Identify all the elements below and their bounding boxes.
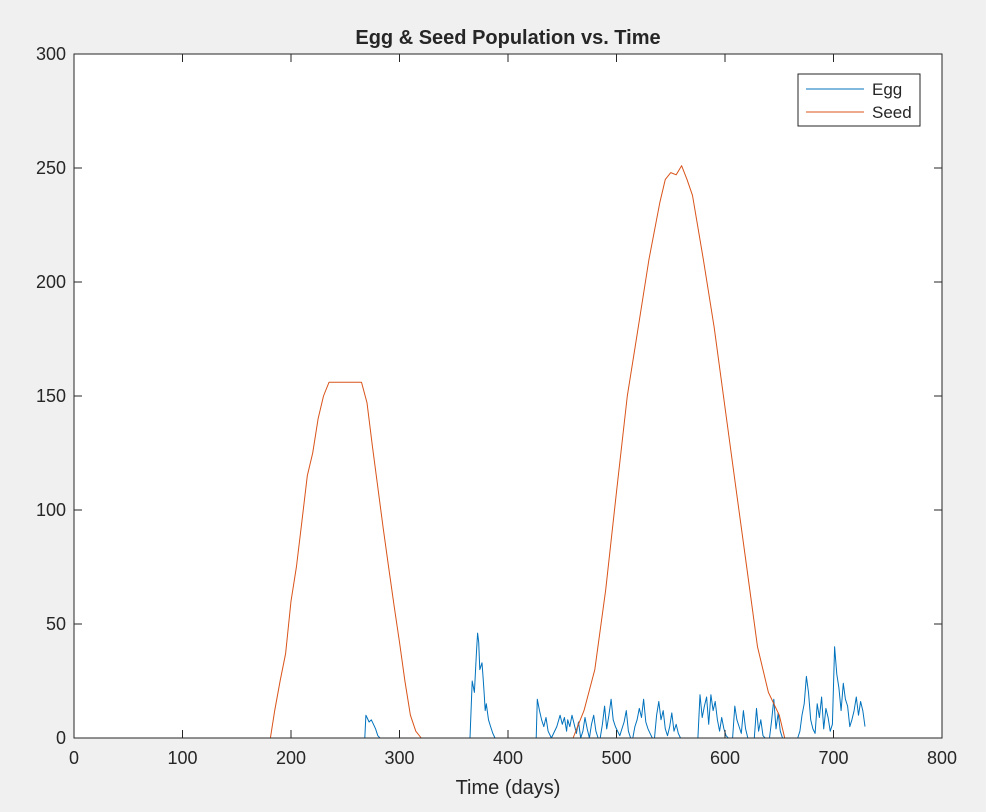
x-tick-label: 0	[69, 748, 79, 768]
legend-label-seed: Seed	[872, 103, 912, 122]
y-tick-label: 0	[56, 728, 66, 748]
x-tick-label: 600	[710, 748, 740, 768]
x-tick-label: 300	[384, 748, 414, 768]
legend-label-egg: Egg	[872, 80, 902, 99]
x-tick-label: 400	[493, 748, 523, 768]
x-tick-label: 700	[818, 748, 848, 768]
x-tick-label: 200	[276, 748, 306, 768]
x-tick-label: 100	[167, 748, 197, 768]
y-tick-label: 250	[36, 158, 66, 178]
x-axis-label: Time (days)	[456, 777, 561, 799]
x-tick-label: 500	[601, 748, 631, 768]
y-tick-label: 100	[36, 500, 66, 520]
chart-title: Egg & Seed Population vs. Time	[355, 27, 660, 49]
legend-box	[797, 73, 921, 127]
series-line-egg	[74, 632, 866, 739]
plot-area	[74, 54, 942, 738]
x-axis-ticks: 0 100 200 300 400 500 600 700 800	[69, 54, 957, 768]
y-axis-ticks: 0 50 100 150 200 250 300	[36, 44, 942, 748]
y-tick-label: 300	[36, 44, 66, 64]
y-tick-label: 50	[46, 614, 66, 634]
legend: Egg Seed	[797, 73, 921, 127]
y-tick-label: 200	[36, 272, 66, 292]
y-tick-label: 150	[36, 386, 66, 406]
x-tick-label: 800	[927, 748, 957, 768]
